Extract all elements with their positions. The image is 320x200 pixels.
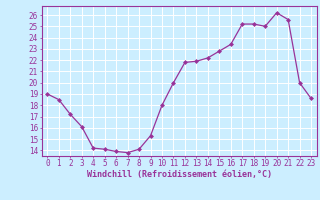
X-axis label: Windchill (Refroidissement éolien,°C): Windchill (Refroidissement éolien,°C)	[87, 170, 272, 179]
